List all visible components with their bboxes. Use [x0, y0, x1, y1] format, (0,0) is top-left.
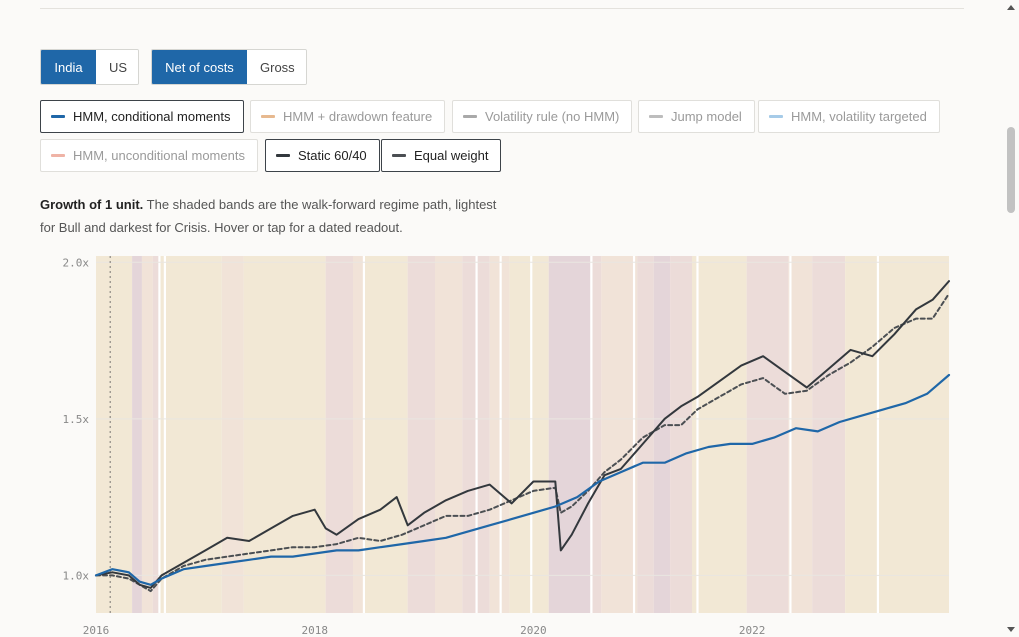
legend-label: HMM, volatility targeted — [791, 109, 927, 124]
legend-label: Static 60/40 — [298, 148, 367, 163]
regime-band-bull — [692, 256, 747, 613]
regime-band-bull — [509, 256, 549, 613]
regime-band-bear — [812, 256, 846, 613]
legend-label: HMM, unconditional moments — [73, 148, 245, 163]
legend-label: Equal weight — [414, 148, 489, 163]
regime-band-bear — [325, 256, 353, 613]
x-tick-label: 2020 — [520, 624, 547, 637]
legend-equal-weight[interactable]: Equal weight — [381, 139, 502, 172]
series-line-equal-weight — [95, 292, 950, 593]
regime-band-neutral — [788, 256, 813, 613]
chart-caption: Growth of 1 unit. The shaded bands are t… — [40, 194, 510, 239]
regime-band-neutral — [435, 256, 463, 613]
regime-band-bull — [877, 256, 949, 613]
legend-hmm-drawdown-feature[interactable]: HMM + drawdown feature — [250, 100, 446, 133]
regime-band-bear — [590, 256, 602, 613]
scroll-down-icon[interactable] — [1007, 627, 1015, 632]
legend-label: Jump model — [671, 109, 742, 124]
legend-swatch — [649, 115, 663, 118]
x-tick-label: 2018 — [301, 624, 328, 637]
legend-jump-model[interactable]: Jump model — [638, 100, 755, 133]
y-tick-label: 1.0x — [63, 569, 90, 582]
net-of-costs-button[interactable]: Net of costs — [152, 50, 247, 84]
regime-band-bull — [159, 256, 222, 613]
regime-band-bull — [845, 256, 878, 613]
regime-band-neutral — [352, 256, 364, 613]
legend-label: HMM, conditional moments — [73, 109, 231, 124]
caption-text: The shaded bands are the walk-forward re… — [40, 197, 497, 235]
legend-hmm-volatility-targeted[interactable]: HMM, volatility targeted — [758, 100, 940, 133]
legend-label: Volatility rule (no HMM) — [485, 109, 620, 124]
cost-toggle: Net of costs Gross — [151, 49, 307, 85]
scrollbar[interactable] — [1002, 0, 1019, 637]
legend-volatility-rule[interactable]: Volatility rule (no HMM) — [452, 100, 633, 133]
legend-hmm-conditional-moments[interactable]: HMM, conditional moments — [40, 100, 244, 133]
us-button[interactable]: US — [96, 50, 138, 84]
legend-label: HMM + drawdown feature — [283, 109, 433, 124]
x-tick-label: 2016 — [83, 624, 110, 637]
scrollbar-thumb[interactable] — [1007, 127, 1015, 213]
legend-swatch — [463, 115, 477, 118]
regime-band-bear — [407, 256, 436, 613]
market-toggle: India US — [40, 49, 139, 85]
x-tick-label: 2022 — [739, 624, 766, 637]
legend-swatch — [769, 115, 783, 118]
india-button[interactable]: India — [41, 50, 96, 84]
series-line-hmm-conditional-moments — [94, 373, 951, 586]
caption-title: Growth of 1 unit. — [40, 197, 144, 212]
regime-band-crisis — [653, 256, 671, 613]
growth-chart[interactable]: 1.0x 1.5x 2.0x 2016 2018 2020 2022 — [0, 240, 1000, 637]
legend-swatch — [392, 154, 406, 157]
legend-swatch — [261, 115, 275, 118]
regime-band-bull — [96, 256, 133, 613]
legend-swatch — [276, 154, 290, 157]
regime-band-crisis — [132, 256, 142, 613]
regime-band-neutral — [221, 256, 244, 613]
regime-band-bull — [363, 256, 408, 613]
regime-band-crisis — [548, 256, 591, 613]
gross-button[interactable]: Gross — [247, 50, 306, 84]
legend-static-60-40[interactable]: Static 60/40 — [265, 139, 380, 172]
regime-band-bear — [152, 256, 160, 613]
scroll-up-icon[interactable] — [1007, 5, 1015, 10]
y-tick-label: 1.5x — [63, 413, 90, 426]
regime-band-neutral — [141, 256, 153, 613]
regime-band-neutral — [601, 256, 638, 613]
top-divider — [40, 8, 964, 9]
y-tick-label: 2.0x — [63, 256, 90, 269]
legend-hmm-unconditional-moments[interactable]: HMM, unconditional moments — [40, 139, 258, 172]
regime-band-bear — [670, 256, 693, 613]
legend-swatch — [51, 154, 65, 157]
regime-band-bear — [637, 256, 654, 613]
legend-swatch — [51, 115, 65, 118]
series-line-static-60-40 — [95, 280, 950, 589]
